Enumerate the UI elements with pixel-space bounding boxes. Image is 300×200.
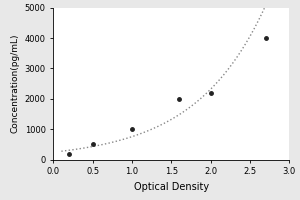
Y-axis label: Concentration(pg/mL): Concentration(pg/mL): [10, 34, 19, 133]
X-axis label: Optical Density: Optical Density: [134, 182, 209, 192]
